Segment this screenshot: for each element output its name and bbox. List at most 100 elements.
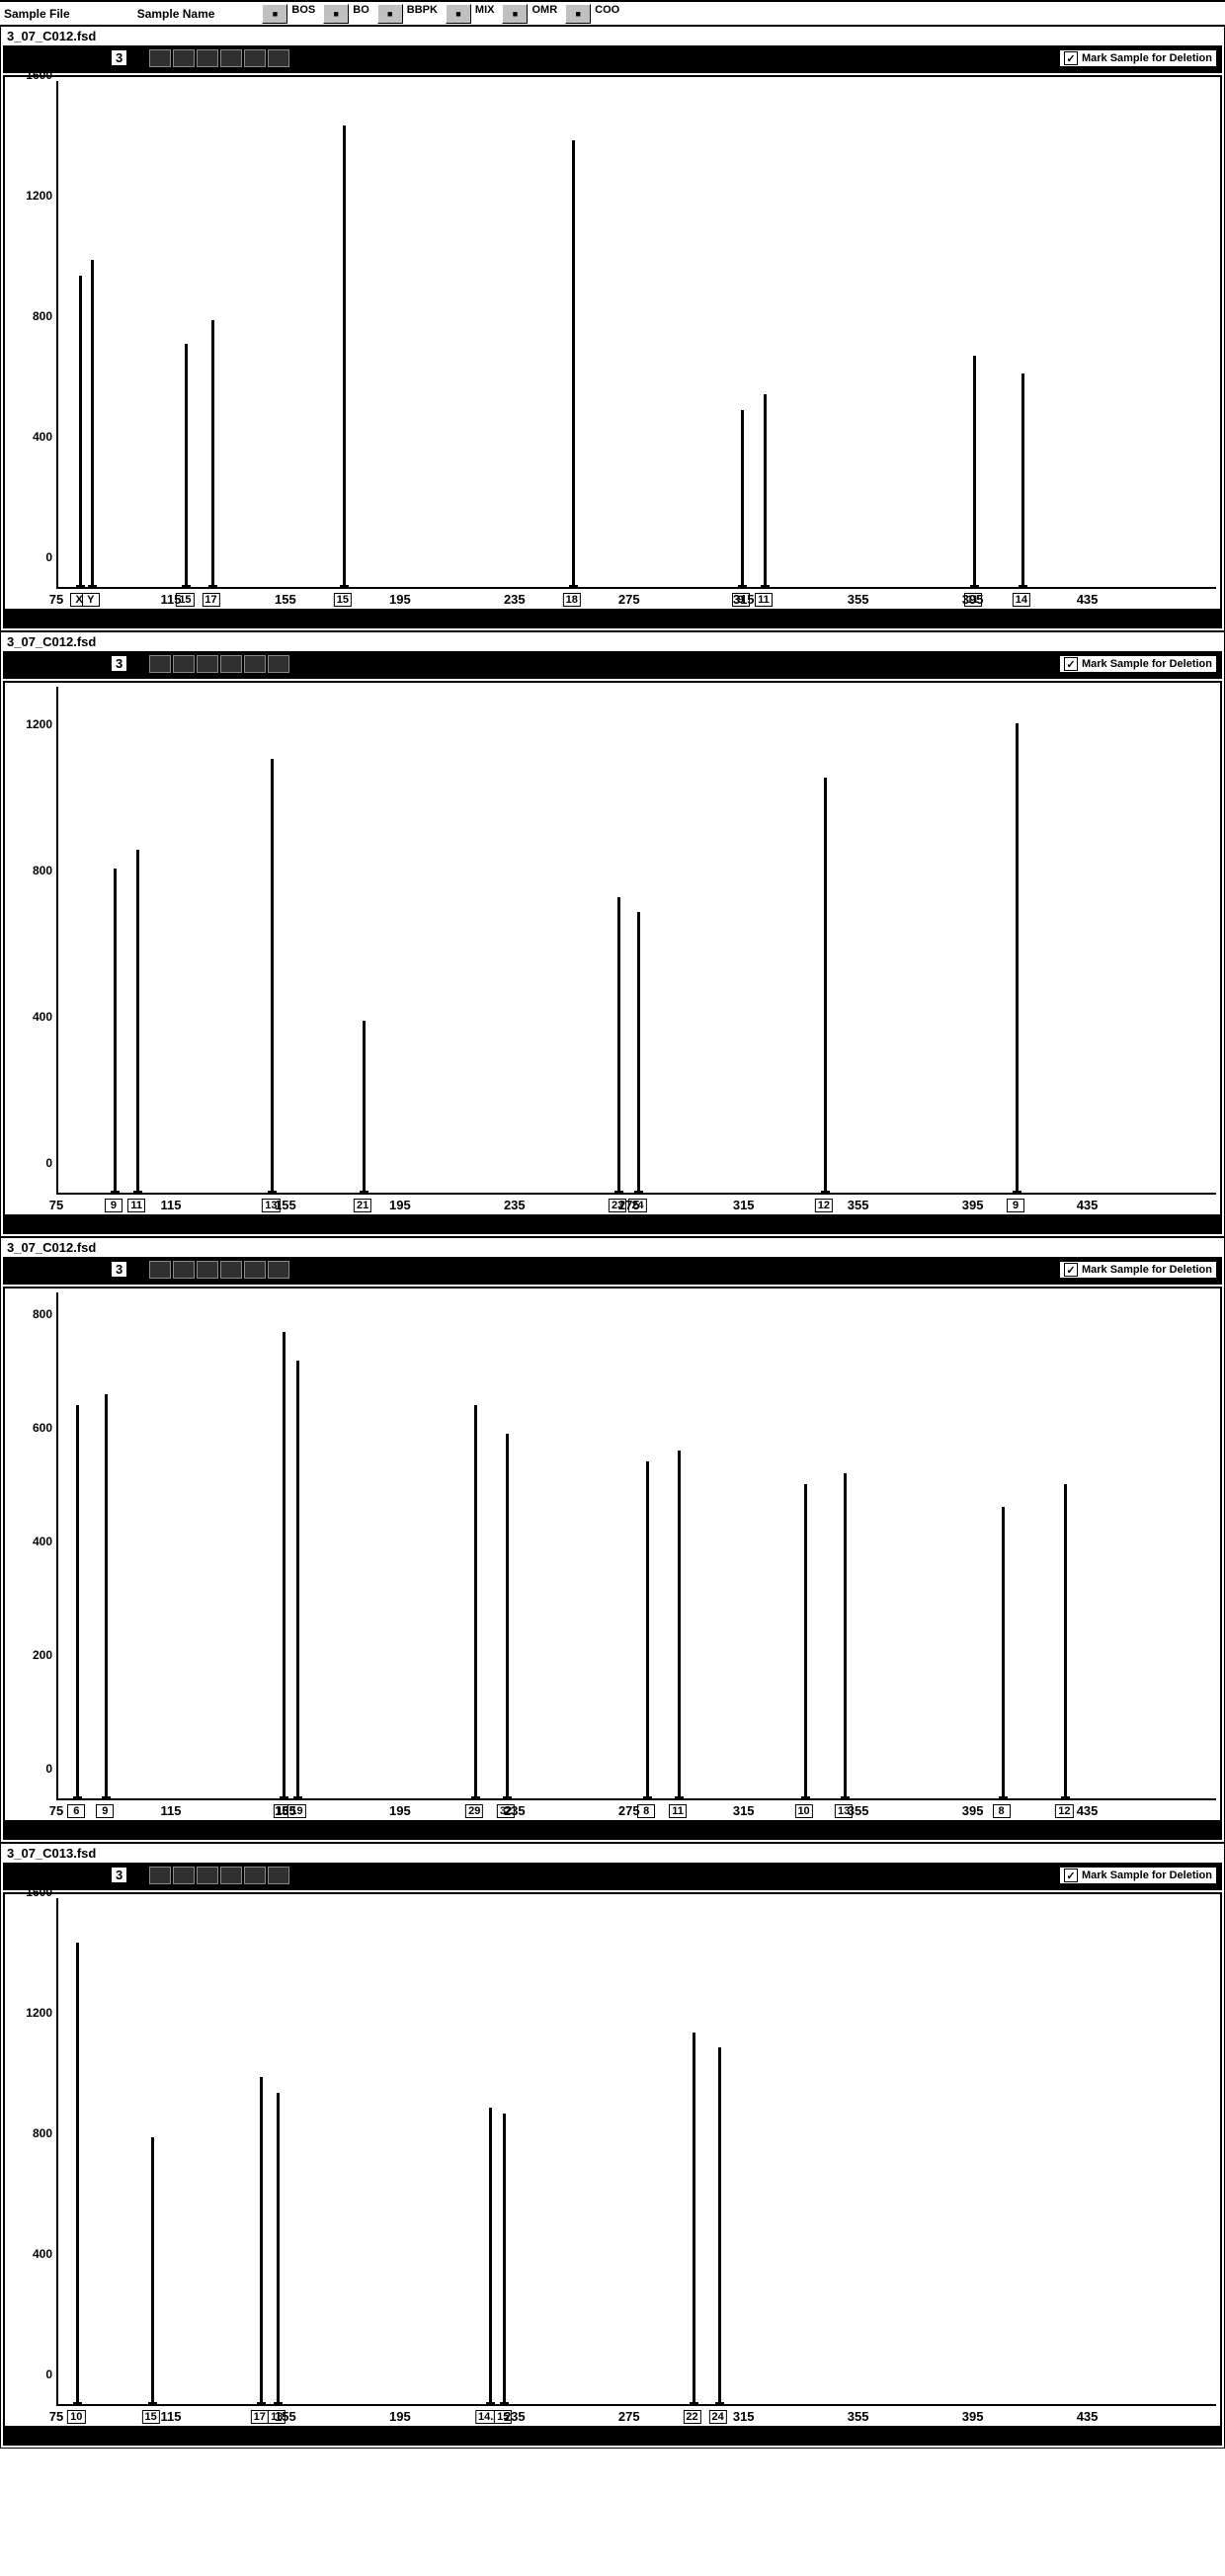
allele-call-box[interactable]: 21 [354, 1199, 371, 1212]
dye-selector-button[interactable] [197, 49, 218, 67]
toolbar-button-bbpk[interactable]: ■ [377, 4, 403, 24]
mark-for-deletion[interactable]: ✓Mark Sample for Deletion [1060, 656, 1216, 672]
peak[interactable] [296, 1361, 299, 1800]
peak[interactable] [1002, 1507, 1005, 1800]
peak[interactable] [617, 897, 620, 1195]
peak[interactable] [76, 1943, 79, 2406]
dye-selector-button[interactable] [149, 1261, 171, 1279]
allele-call-box[interactable]: 10 [794, 1804, 812, 1818]
allele-call-box[interactable]: 29 [465, 1804, 483, 1818]
allele-call-box[interactable]: 22 [683, 2410, 700, 2424]
peak[interactable] [741, 410, 744, 589]
peak[interactable] [260, 2077, 263, 2406]
allele-call-box[interactable]: 11 [669, 1804, 687, 1818]
peak[interactable] [136, 850, 139, 1195]
chart-area[interactable]: 040080012001600101015151717181814.214.21… [3, 1892, 1222, 2446]
allele-call-box[interactable]: 17 [251, 2410, 269, 2424]
dye-selector-button[interactable] [220, 1867, 242, 1884]
peak[interactable] [151, 2137, 154, 2406]
horizontal-scrollbar[interactable] [5, 2426, 1220, 2444]
dye-selector-button[interactable] [244, 1867, 266, 1884]
peak[interactable] [271, 759, 274, 1195]
allele-call-box[interactable]: 9 [105, 1199, 122, 1212]
peak[interactable] [91, 260, 94, 589]
peak[interactable] [678, 1451, 681, 1800]
dye-selector-button[interactable] [173, 1261, 195, 1279]
mark-for-deletion[interactable]: ✓Mark Sample for Deletion [1060, 50, 1216, 66]
peak[interactable] [76, 1405, 79, 1800]
dye-selector-button[interactable] [149, 1867, 171, 1884]
dye-selector-button[interactable] [197, 1261, 218, 1279]
peak[interactable] [1021, 374, 1024, 589]
peak[interactable] [572, 140, 575, 589]
peak[interactable] [363, 1021, 366, 1195]
toolbar-button-mix[interactable]: ■ [446, 4, 471, 24]
peak[interactable] [764, 394, 767, 589]
allele-call-box[interactable]: 9 [96, 1804, 114, 1818]
dye-selector-button[interactable] [149, 49, 171, 67]
peak[interactable] [844, 1473, 847, 1800]
allele-call-box[interactable]: 15 [334, 593, 352, 607]
dye-selector-button[interactable] [244, 49, 266, 67]
dye-selector-button[interactable] [197, 655, 218, 673]
allele-call-box[interactable]: 8 [637, 1804, 655, 1818]
dye-selector-button[interactable] [149, 655, 171, 673]
peak[interactable] [503, 2114, 506, 2406]
peak[interactable] [1016, 723, 1019, 1195]
peak[interactable] [824, 778, 827, 1195]
allele-call-box[interactable]: 10 [67, 2410, 85, 2424]
horizontal-scrollbar[interactable] [5, 609, 1220, 626]
peak[interactable] [105, 1394, 108, 1800]
toolbar-button-bos[interactable]: ■ [262, 4, 287, 24]
peak[interactable] [283, 1332, 286, 1800]
peak[interactable] [474, 1405, 477, 1800]
allele-call-box[interactable]: 11 [127, 1199, 145, 1212]
checkbox-icon[interactable]: ✓ [1064, 1869, 1078, 1882]
dye-selector-button[interactable] [268, 1867, 289, 1884]
allele-call-box[interactable]: 24 [708, 2410, 726, 2424]
checkbox-icon[interactable]: ✓ [1064, 1263, 1078, 1277]
peak[interactable] [114, 869, 117, 1195]
dye-selector-button[interactable] [220, 49, 242, 67]
allele-call-box[interactable]: 12 [1055, 1804, 1073, 1818]
peak[interactable] [506, 1434, 509, 1800]
allele-call-box[interactable]: 12 [815, 1199, 833, 1212]
peak[interactable] [637, 912, 640, 1195]
dye-selector-button[interactable] [173, 1867, 195, 1884]
mark-for-deletion[interactable]: ✓Mark Sample for Deletion [1060, 1868, 1216, 1883]
toolbar-button-coo[interactable]: ■ [565, 4, 591, 24]
peak[interactable] [489, 2108, 492, 2406]
dye-selector-button[interactable] [173, 655, 195, 673]
toolbar-button-omr[interactable]: ■ [502, 4, 528, 24]
dye-selector-button[interactable] [268, 49, 289, 67]
dye-selector-button[interactable] [268, 1261, 289, 1279]
chart-area[interactable]: 0200400600800669918181919292932328811111… [3, 1287, 1222, 1840]
dye-selector-button[interactable] [268, 655, 289, 673]
horizontal-scrollbar[interactable] [5, 1214, 1220, 1232]
allele-call-box[interactable]: 14 [1013, 593, 1030, 607]
chart-area[interactable]: 0400800120099111113132121232324241212997… [3, 681, 1222, 1234]
dye-selector-button[interactable] [173, 49, 195, 67]
mark-for-deletion[interactable]: ✓Mark Sample for Deletion [1060, 1262, 1216, 1278]
allele-call-box[interactable]: 17 [202, 593, 219, 607]
allele-call-box[interactable]: Y [82, 593, 100, 607]
peak[interactable] [718, 2047, 721, 2406]
peak[interactable] [693, 2033, 695, 2406]
dye-selector-button[interactable] [197, 1867, 218, 1884]
peak[interactable] [211, 320, 214, 589]
dye-selector-button[interactable] [220, 1261, 242, 1279]
allele-call-box[interactable]: 8 [993, 1804, 1011, 1818]
checkbox-icon[interactable]: ✓ [1064, 657, 1078, 671]
peak[interactable] [79, 276, 82, 589]
allele-call-box[interactable]: 6 [67, 1804, 85, 1818]
peak[interactable] [804, 1484, 807, 1800]
allele-call-box[interactable]: 18 [563, 593, 581, 607]
chart-area[interactable]: 040080012001600XXYY151517171515181899111… [3, 75, 1222, 628]
peak[interactable] [277, 2093, 280, 2406]
allele-call-box[interactable]: 11 [755, 593, 773, 607]
peak[interactable] [1064, 1484, 1067, 1800]
peak[interactable] [973, 356, 976, 589]
peak[interactable] [343, 125, 346, 589]
horizontal-scrollbar[interactable] [5, 1820, 1220, 1838]
toolbar-button-bo[interactable]: ■ [323, 4, 349, 24]
